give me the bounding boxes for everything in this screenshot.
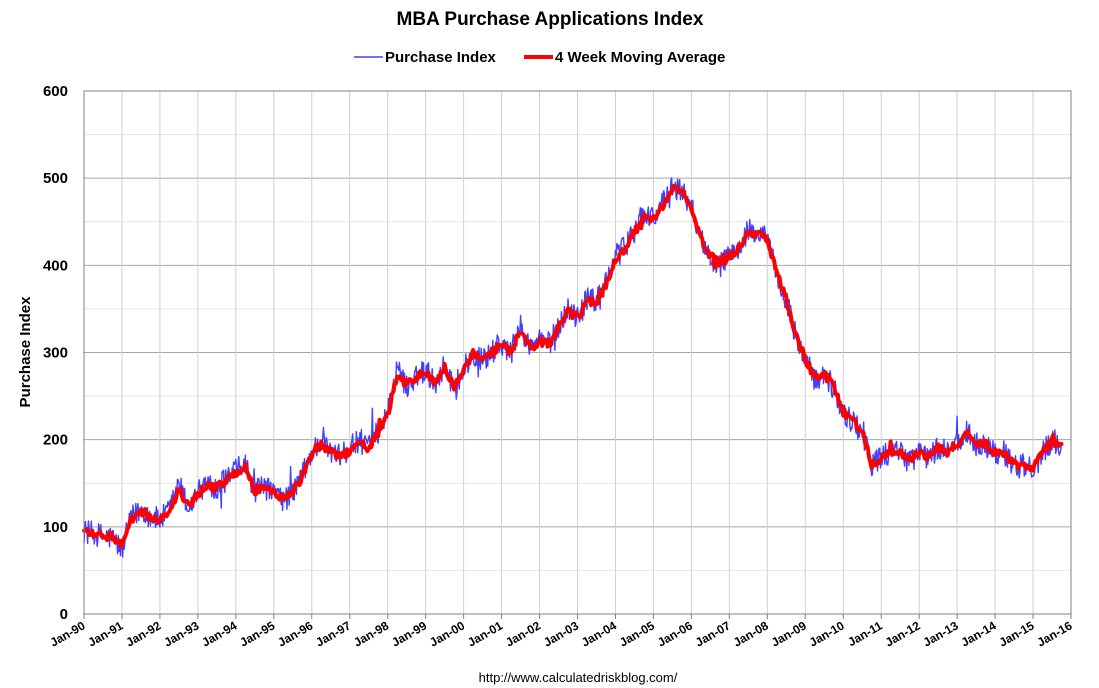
y-tick-label: 600: [43, 83, 68, 100]
chart-title: MBA Purchase Applications Index: [397, 9, 704, 30]
series-line-moving-average: [82, 183, 1064, 549]
legend-label-moving-average: 4 Week Moving Average: [555, 49, 725, 66]
legend-label-purchase-index: Purchase Index: [385, 49, 497, 66]
y-tick-label: 400: [43, 257, 68, 274]
y-tick-label: 0: [60, 606, 68, 623]
source-url: http://www.calculatedriskblog.com/: [479, 670, 678, 685]
plot-frame: [83, 90, 1072, 615]
y-axis-ticks: 0 100 200 300 400 500 600: [43, 83, 68, 623]
legend: Purchase Index 4 Week Moving Average: [354, 49, 725, 66]
series-lines: [82, 177, 1064, 558]
grid: [83, 90, 1072, 619]
y-axis-label: Purchase Index: [17, 296, 34, 408]
y-tick-label: 500: [43, 170, 68, 187]
y-tick-label: 100: [43, 519, 68, 536]
y-tick-label: 200: [43, 432, 68, 449]
y-tick-label: 300: [43, 345, 68, 362]
